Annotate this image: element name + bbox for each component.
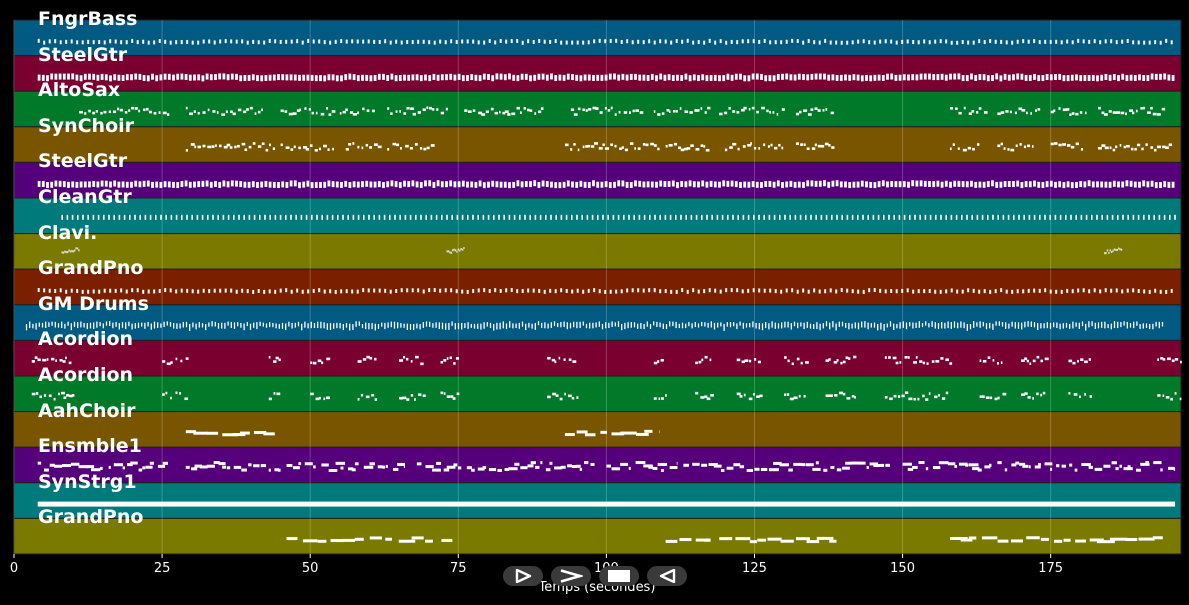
track-notes <box>31 391 1182 401</box>
chevron-left-icon <box>657 569 677 583</box>
tick-label: 25 <box>153 561 171 576</box>
track-notes <box>37 38 1173 45</box>
chevron-right-icon <box>559 569 583 583</box>
track-lane <box>13 339 1182 377</box>
track-label: SteelGtr <box>38 43 128 66</box>
track-label: AltoSax <box>38 79 121 102</box>
tick-label: 150 <box>890 561 915 576</box>
track-label: Clavi. <box>38 221 98 244</box>
tick-label: 75 <box>450 561 467 576</box>
track-label: Acordion <box>38 328 134 351</box>
track-label: AahChoir <box>38 399 136 422</box>
track-lane <box>13 446 1182 484</box>
track-notes <box>37 501 1176 507</box>
track-lane <box>13 482 1182 519</box>
track-lane <box>13 411 1182 448</box>
track-lane <box>13 517 1182 555</box>
stop-icon <box>608 570 630 582</box>
track-lane <box>13 161 1182 199</box>
track-lane <box>13 19 1182 57</box>
track-notes <box>79 106 1166 116</box>
track-notes <box>61 214 1176 220</box>
track-label: GrandPno <box>38 257 144 280</box>
track-label: Ensmble1 <box>38 435 142 458</box>
tick-label: 175 <box>1038 561 1064 576</box>
back-button[interactable] <box>647 566 687 586</box>
track-label: FngrBass <box>38 8 138 30</box>
track-label: GrandPno <box>38 506 144 529</box>
track-notes <box>61 247 1123 255</box>
track-notes <box>25 321 1164 331</box>
next-button[interactable] <box>551 566 591 586</box>
track-label: CleanGtr <box>38 186 132 208</box>
stop-button[interactable] <box>599 566 639 586</box>
track-notes <box>37 461 1176 472</box>
track-label: Acordion <box>38 364 134 386</box>
track-notes <box>286 536 1163 544</box>
track-label: SteelGtr <box>38 150 128 173</box>
track-notes <box>37 288 1173 294</box>
track-notes <box>185 142 1173 152</box>
tick-label: 50 <box>301 561 319 576</box>
track-notes <box>185 429 660 437</box>
track-lane <box>13 268 1182 306</box>
track-notes <box>37 73 1175 82</box>
tick-label: 125 <box>742 561 767 576</box>
track-notes <box>31 355 1182 366</box>
tick-label: 0 <box>9 561 19 576</box>
track-lane <box>13 233 1182 270</box>
play-button[interactable] <box>503 566 543 586</box>
track-label: GM Drums <box>38 292 149 315</box>
track-notes <box>37 180 1175 189</box>
track-label: SynStrg1 <box>38 470 137 493</box>
track-lane <box>13 55 1182 92</box>
track-label: SynChoir <box>38 114 135 137</box>
play-outline-icon <box>514 569 532 583</box>
